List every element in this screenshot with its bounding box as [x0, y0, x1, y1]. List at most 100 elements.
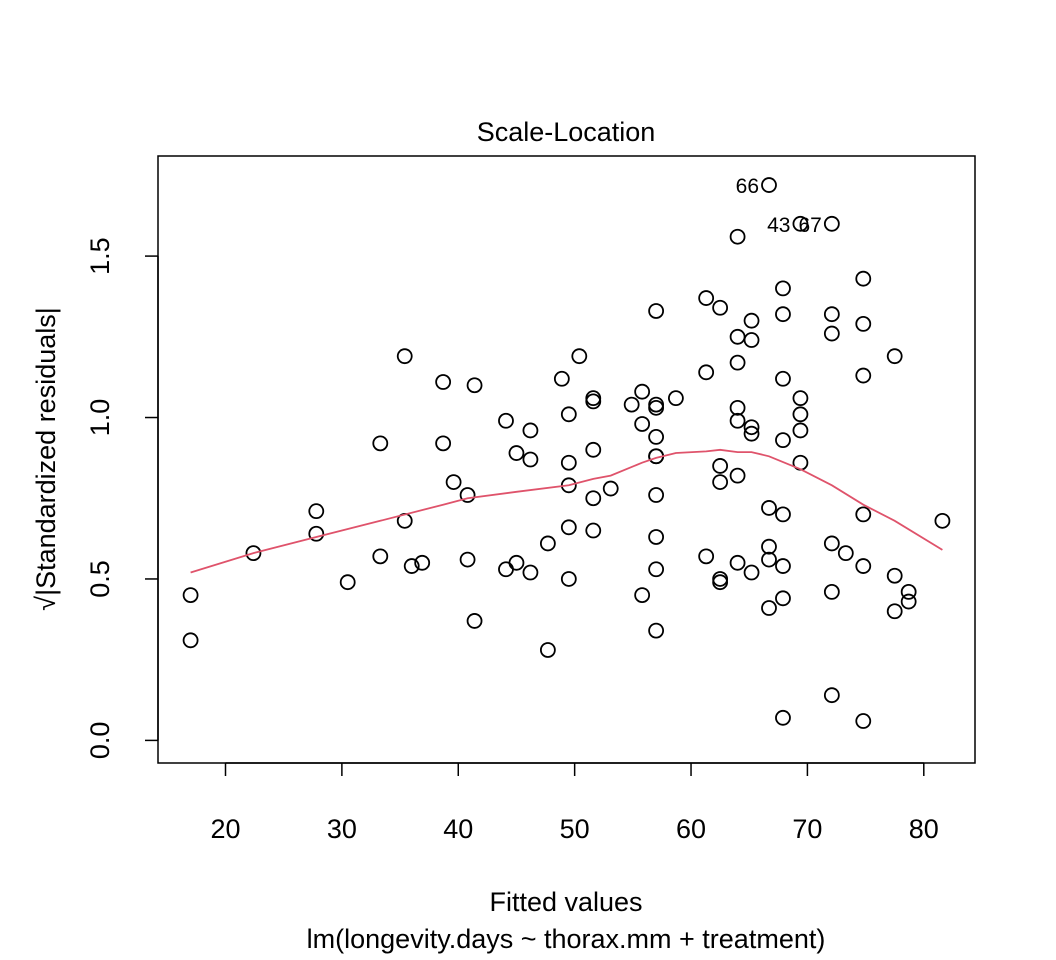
data-point	[396, 348, 413, 365]
data-point	[743, 419, 760, 436]
data-point	[712, 474, 729, 491]
data-point	[775, 590, 791, 607]
data-point	[761, 551, 777, 568]
data-point	[466, 613, 483, 629]
data-point	[712, 458, 729, 474]
model-formula-label: lm(longevity.days ~ thorax.mm + treatmen…	[307, 924, 826, 954]
data-point	[585, 393, 602, 410]
data-point	[648, 487, 665, 503]
data-point	[775, 370, 791, 387]
data-point	[634, 383, 651, 400]
data-point	[775, 558, 791, 574]
data-point	[712, 571, 729, 587]
data-point	[761, 600, 777, 616]
data-point	[775, 280, 791, 297]
plot-frame	[157, 155, 976, 764]
data-point	[855, 506, 872, 523]
data-point	[585, 522, 602, 539]
data-point	[372, 548, 389, 565]
data-point	[560, 454, 577, 471]
data-point	[585, 490, 602, 507]
data-point	[886, 567, 903, 584]
data-point	[729, 328, 746, 345]
x-tick-label: 20	[210, 814, 240, 844]
data-point	[182, 632, 199, 649]
data-point	[308, 503, 325, 520]
data-point	[466, 377, 483, 394]
x-tick-label: 60	[676, 814, 706, 844]
data-point	[823, 687, 840, 704]
data-point	[602, 480, 619, 497]
x-axis: 20 30 40 50 60 70 80	[210, 762, 939, 844]
chart-title: Scale-Location	[477, 117, 656, 147]
data-point	[539, 642, 556, 658]
data-point	[792, 406, 809, 423]
data-point	[508, 445, 525, 461]
data-point	[823, 215, 840, 232]
data-point	[823, 535, 840, 552]
data-point	[743, 425, 760, 442]
data-point	[560, 406, 577, 423]
data-point	[403, 558, 420, 574]
data-point	[823, 583, 840, 600]
x-tick-label: 30	[327, 814, 357, 844]
data-point	[585, 441, 602, 458]
data-point	[729, 399, 746, 416]
data-point	[648, 622, 665, 639]
data-point	[934, 512, 951, 529]
x-tick-label: 40	[443, 814, 473, 844]
data-point	[761, 538, 777, 555]
data-point	[459, 487, 476, 503]
data-point	[729, 228, 746, 245]
data-point	[886, 348, 903, 365]
data-point	[761, 177, 777, 193]
data-point	[648, 303, 665, 319]
data-point	[372, 435, 389, 452]
data-point	[445, 474, 462, 491]
data-point	[775, 709, 791, 726]
data-point	[712, 299, 729, 316]
data-point	[792, 422, 809, 439]
x-axis-label: Fitted values	[489, 887, 642, 917]
data-point	[539, 535, 556, 552]
data-point	[855, 270, 872, 287]
data-point	[775, 306, 791, 323]
data-point	[729, 554, 746, 571]
data-point	[498, 412, 514, 429]
data-point	[634, 587, 651, 604]
data-point	[761, 500, 777, 516]
data-point	[775, 432, 791, 449]
data-point	[855, 315, 872, 332]
x-tick-label: 80	[909, 814, 939, 844]
data-point	[522, 564, 539, 581]
data-points	[182, 177, 951, 729]
data-point	[522, 451, 539, 468]
data-point	[792, 390, 809, 407]
y-tick-label: 1.5	[85, 237, 115, 275]
data-point	[823, 306, 840, 323]
data-point	[886, 603, 903, 620]
data-point	[900, 593, 917, 610]
data-point	[634, 416, 651, 432]
data-point	[729, 467, 746, 484]
data-point	[308, 525, 325, 542]
y-axis: 0.0 0.5 1.0 1.5	[85, 237, 159, 759]
point-label: 66	[736, 175, 759, 198]
data-point	[560, 571, 577, 587]
data-point	[729, 412, 746, 429]
x-tick-label: 50	[560, 814, 590, 844]
data-point	[648, 428, 665, 445]
data-point	[729, 354, 746, 371]
data-point	[837, 545, 854, 562]
data-point	[775, 506, 791, 523]
data-point	[698, 548, 715, 565]
data-point	[792, 215, 809, 232]
data-point	[823, 325, 840, 342]
data-point	[855, 367, 872, 384]
y-tick-label: 1.0	[85, 399, 115, 437]
data-point	[414, 554, 431, 571]
data-point	[553, 370, 570, 387]
data-point	[522, 422, 539, 439]
data-point	[743, 312, 760, 329]
y-tick-label: 0.5	[85, 560, 115, 598]
